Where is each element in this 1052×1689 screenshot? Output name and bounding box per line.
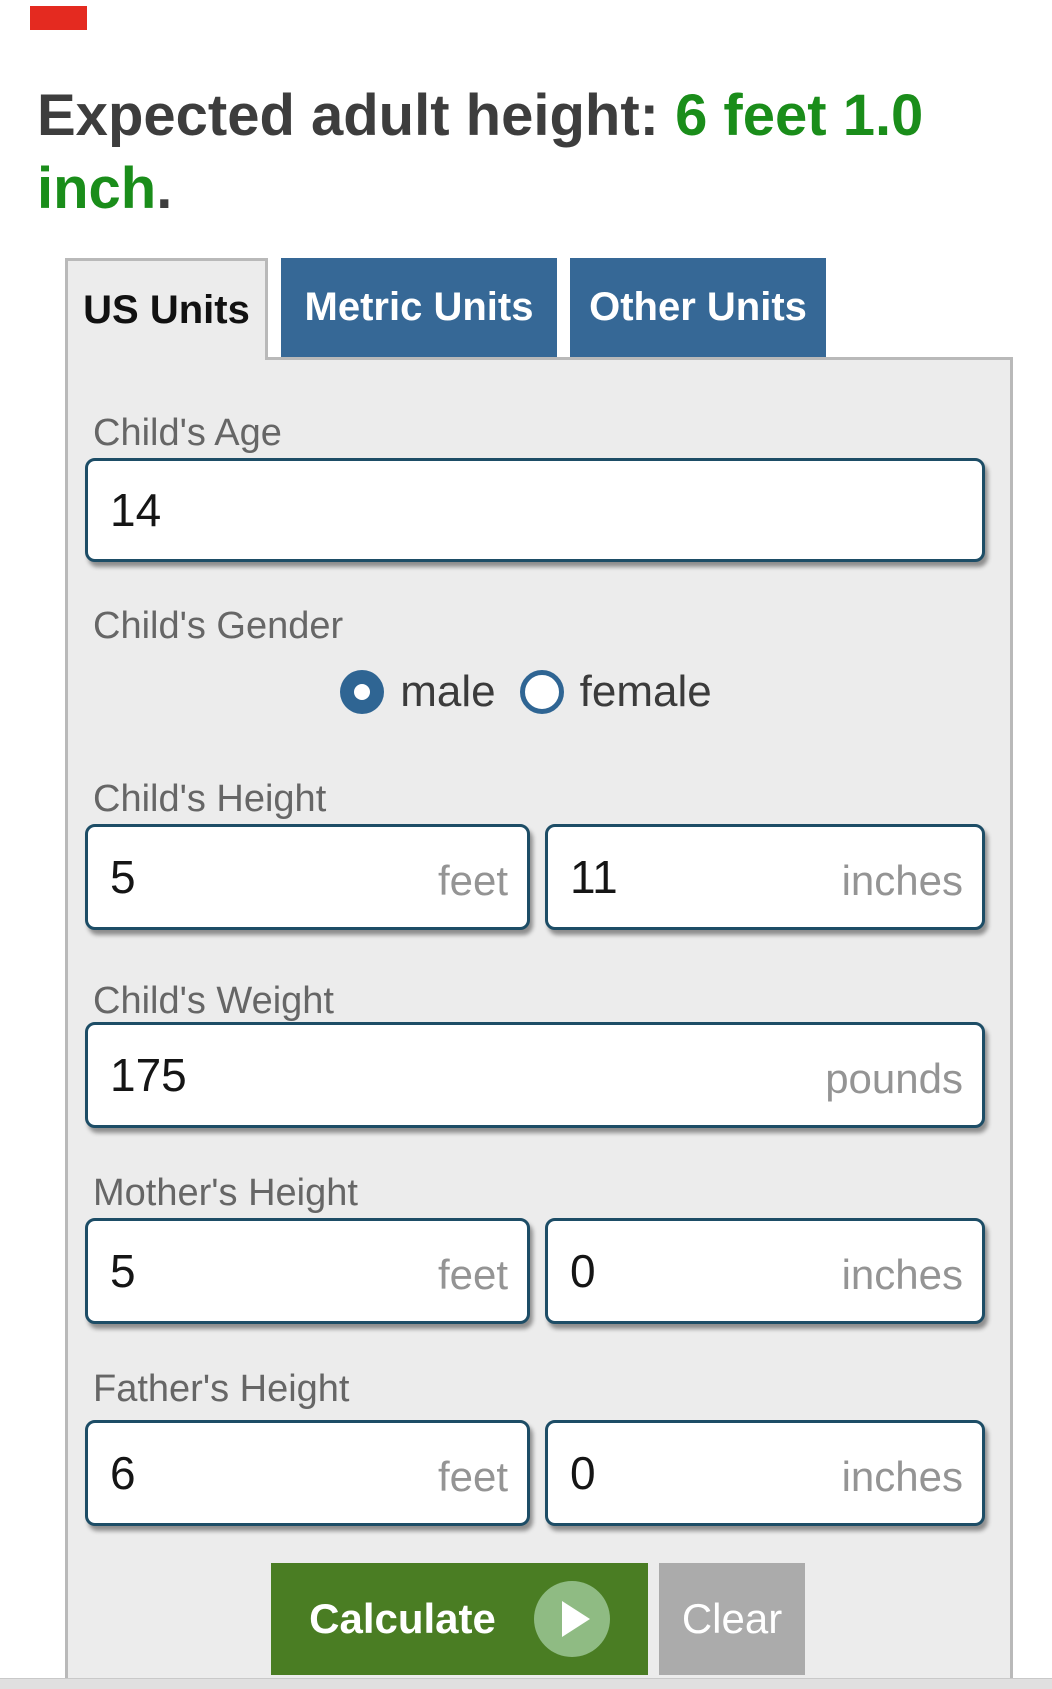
- gender-option-male[interactable]: male: [340, 667, 496, 717]
- next-section-edge: [0, 1678, 1052, 1689]
- calculate-button-label: Calculate: [309, 1595, 496, 1642]
- child-weight-input[interactable]: [85, 1022, 985, 1128]
- result-title: Expected adult height: 6 feet 1.0 inch.: [37, 79, 987, 225]
- gender-radio-group: male female: [0, 664, 1052, 720]
- child-height-feet-input[interactable]: [85, 824, 530, 930]
- result-prefix: Expected adult height:: [37, 82, 676, 148]
- tab-us-units[interactable]: US Units: [65, 258, 268, 360]
- gender-option-female[interactable]: female: [519, 667, 712, 717]
- male-radio-button[interactable]: [340, 670, 385, 714]
- father-height-inches-input[interactable]: [545, 1420, 985, 1526]
- father-height-feet-input[interactable]: [85, 1420, 530, 1526]
- child-height-inches-input[interactable]: [545, 824, 985, 930]
- result-value: 6 feet 1.0 inch: [37, 82, 924, 221]
- result-suffix: .: [156, 155, 173, 221]
- mother-height-inches-input[interactable]: [545, 1218, 985, 1324]
- father-height-label: Father's Height: [93, 1368, 350, 1410]
- child-height-label: Child's Height: [93, 778, 327, 820]
- play-icon: [533, 1581, 610, 1657]
- male-radio-label: male: [400, 667, 496, 716]
- recording-indicator: [30, 6, 87, 30]
- tab-other-units[interactable]: Other Units: [570, 258, 826, 357]
- tab-metric-units[interactable]: Metric Units: [281, 258, 557, 357]
- child-weight-label: Child's Weight: [93, 980, 334, 1022]
- calculate-button[interactable]: Calculate: [271, 1563, 648, 1675]
- mother-height-feet-input[interactable]: [85, 1218, 530, 1324]
- female-radio-label: female: [579, 667, 712, 716]
- mother-height-label: Mother's Height: [93, 1172, 358, 1214]
- child-gender-label: Child's Gender: [93, 605, 344, 647]
- clear-button[interactable]: Clear: [659, 1563, 805, 1675]
- units-tab-bar: US Units Metric Units Other Units: [65, 258, 826, 360]
- child-age-input[interactable]: [85, 458, 985, 562]
- female-radio-button[interactable]: [519, 670, 564, 714]
- child-age-label: Child's Age: [93, 412, 282, 454]
